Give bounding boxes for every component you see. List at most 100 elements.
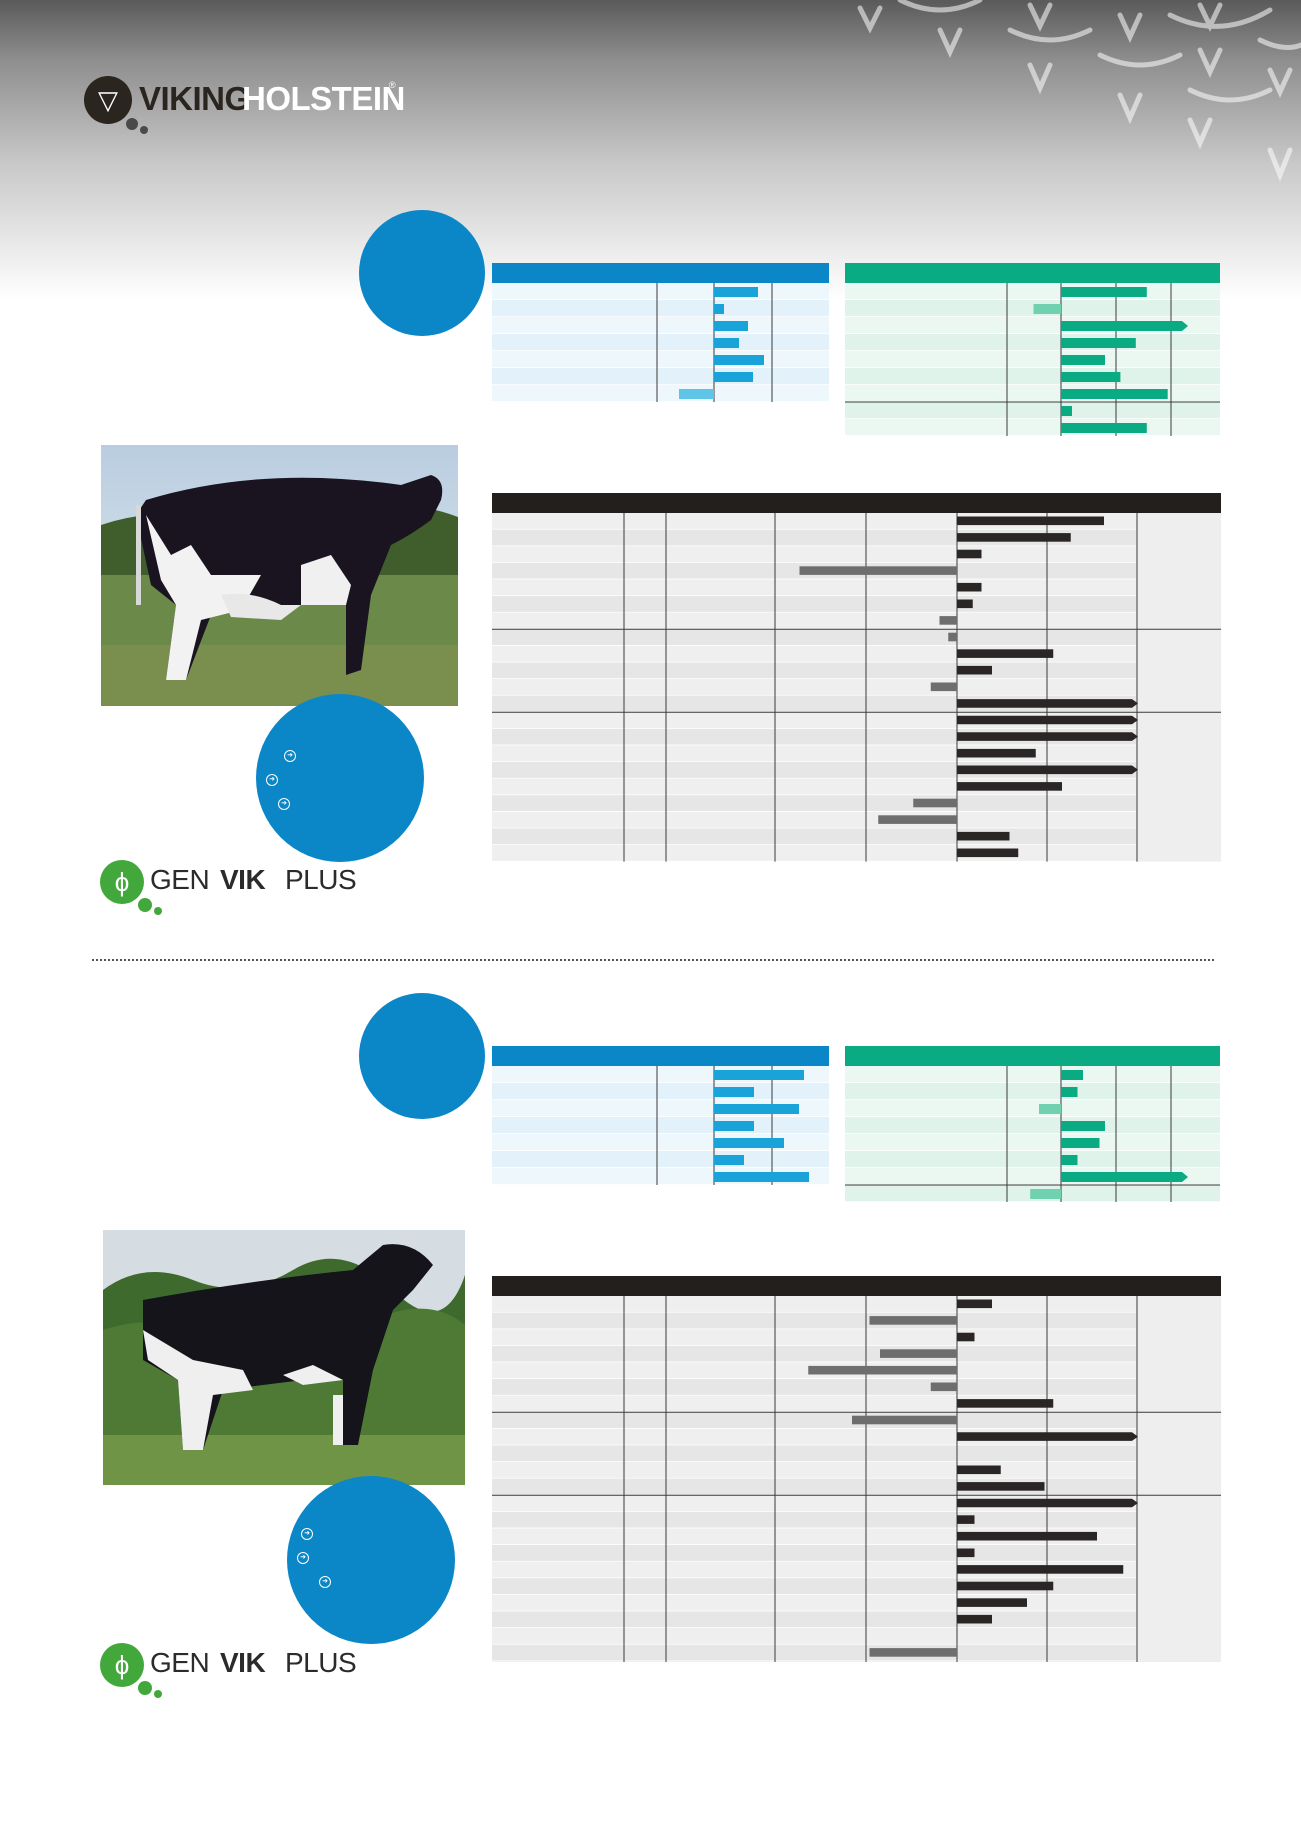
type-bar bbox=[799, 566, 957, 575]
type-bar bbox=[957, 765, 1138, 775]
production-row bbox=[492, 1117, 829, 1134]
health-chart bbox=[845, 263, 1220, 437]
type-row bbox=[492, 1511, 1136, 1529]
type-bar bbox=[957, 1332, 975, 1342]
genvikplus-logo: ϕ GEN VIK PLUS bbox=[100, 860, 357, 920]
health-row bbox=[845, 334, 1220, 351]
arrow-icon: ➜ bbox=[266, 774, 278, 786]
production-row bbox=[492, 334, 829, 351]
type-bar bbox=[869, 1316, 957, 1325]
health-bar bbox=[1061, 406, 1072, 416]
type-bar bbox=[957, 582, 982, 592]
genvik-text-plus: PLUS bbox=[285, 1647, 357, 1678]
production-header-bar bbox=[492, 1046, 829, 1066]
production-bar bbox=[714, 304, 724, 314]
health-row bbox=[845, 1100, 1220, 1117]
logo-dot bbox=[154, 907, 162, 915]
dna-icon: ϕ bbox=[100, 860, 144, 904]
bull-1-info-circle: ➜ ➜ ➜ bbox=[256, 694, 424, 862]
health-row bbox=[845, 283, 1220, 300]
production-bar bbox=[714, 372, 753, 382]
type-bar bbox=[878, 815, 957, 824]
production-row bbox=[492, 1151, 829, 1168]
type-bar bbox=[957, 1515, 975, 1524]
type-bar bbox=[957, 748, 1036, 758]
type-bar bbox=[957, 1565, 1124, 1574]
type-row bbox=[492, 1644, 1136, 1662]
type-bar bbox=[948, 632, 957, 642]
health-row bbox=[845, 1134, 1220, 1151]
logo-registered-mark: ® bbox=[389, 80, 396, 90]
type-header-bar bbox=[492, 1276, 1221, 1296]
section-divider bbox=[92, 959, 1214, 961]
bull-1-production-panel bbox=[492, 263, 829, 408]
type-row bbox=[492, 1661, 1136, 1662]
bull-2-health-panel bbox=[845, 1046, 1220, 1224]
genvikplus-logo: ϕ GEN VIK PLUS bbox=[100, 1643, 357, 1703]
dna-icon: ϕ bbox=[100, 1643, 144, 1687]
arrow-icon: ➜ bbox=[319, 1576, 331, 1588]
health-bar bbox=[1061, 1155, 1078, 1165]
type-bar bbox=[957, 1598, 1027, 1607]
production-bar bbox=[714, 1155, 744, 1165]
health-row bbox=[845, 1151, 1220, 1168]
type-bar bbox=[913, 798, 957, 808]
type-bar bbox=[957, 848, 1019, 858]
production-bar bbox=[714, 1138, 784, 1148]
type-row bbox=[492, 795, 1136, 812]
type-bar bbox=[930, 1382, 957, 1392]
cow-photo bbox=[103, 1230, 465, 1485]
type-bar bbox=[957, 715, 1138, 725]
type-bar bbox=[852, 1415, 957, 1425]
health-header-bar bbox=[845, 263, 1220, 283]
health-row bbox=[845, 419, 1220, 436]
type-bar bbox=[957, 699, 1138, 708]
type-bar bbox=[957, 1548, 975, 1558]
arrow-icon: ➜ bbox=[301, 1528, 313, 1540]
type-bar bbox=[957, 1465, 1001, 1475]
type-bar bbox=[939, 616, 957, 625]
type-right-column bbox=[1136, 1296, 1221, 1662]
production-row bbox=[492, 351, 829, 368]
type-row bbox=[492, 662, 1136, 679]
health-bar bbox=[1061, 287, 1147, 297]
logo-text-viking: VIKING bbox=[139, 80, 250, 117]
health-bar bbox=[1061, 321, 1188, 331]
bull-1-photo bbox=[101, 445, 458, 706]
type-row bbox=[492, 612, 1136, 630]
vikingholstein-logo: ▽ VIKING HOLSTEIN ® bbox=[84, 76, 405, 136]
type-row bbox=[492, 579, 1136, 596]
health-row bbox=[845, 402, 1220, 419]
type-row bbox=[492, 1412, 1136, 1429]
production-row bbox=[492, 368, 829, 385]
health-bar bbox=[1033, 304, 1061, 314]
production-row bbox=[492, 300, 829, 317]
type-row bbox=[492, 745, 1136, 762]
bull-1-type-panel bbox=[492, 493, 1221, 879]
type-bar bbox=[957, 599, 973, 609]
genvik-text-gen: GEN bbox=[150, 1647, 210, 1678]
health-bar bbox=[1061, 372, 1121, 382]
type-row bbox=[492, 1379, 1136, 1396]
logo-dot bbox=[138, 898, 152, 912]
arrow-icon: ➜ bbox=[278, 798, 290, 810]
type-chart bbox=[492, 493, 1221, 863]
type-row bbox=[492, 1445, 1136, 1462]
type-bar bbox=[957, 1399, 1054, 1408]
logo-dot bbox=[154, 1690, 162, 1698]
production-row bbox=[492, 385, 829, 402]
production-row bbox=[492, 317, 829, 334]
type-bar bbox=[808, 1365, 957, 1375]
health-bar bbox=[1061, 423, 1147, 433]
bull-2-info-circle: ➜ ➜ ➜ bbox=[287, 1476, 455, 1644]
type-bar bbox=[957, 1299, 992, 1309]
type-row bbox=[492, 596, 1136, 613]
type-bar bbox=[957, 1482, 1045, 1491]
type-bar bbox=[930, 682, 957, 692]
production-bar bbox=[714, 1070, 804, 1080]
logo-text-holstein: HOLSTEIN bbox=[242, 80, 405, 117]
arrow-icon: ➜ bbox=[297, 1552, 309, 1564]
type-row bbox=[492, 828, 1136, 845]
genvik-text-gen: GEN bbox=[150, 864, 210, 895]
decorative-bull-pattern bbox=[857, 0, 1301, 182]
